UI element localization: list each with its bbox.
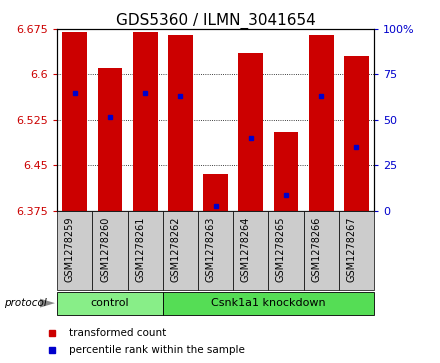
Bar: [168, 35, 193, 211]
Text: GSM1278263: GSM1278263: [205, 217, 216, 282]
Polygon shape: [40, 298, 55, 308]
Text: GSM1278265: GSM1278265: [276, 217, 286, 282]
Bar: [203, 174, 228, 211]
Bar: [163, 211, 198, 290]
Bar: [163, 292, 374, 314]
Text: GSM1278260: GSM1278260: [100, 217, 110, 282]
Bar: [62, 32, 87, 211]
Text: Csnk1a1 knockdown: Csnk1a1 knockdown: [211, 298, 326, 307]
Text: GSM1278261: GSM1278261: [135, 217, 145, 282]
Bar: [268, 211, 304, 290]
Bar: [98, 68, 122, 211]
Bar: [92, 211, 128, 290]
Text: transformed count: transformed count: [69, 328, 166, 338]
Bar: [339, 211, 374, 290]
Text: percentile rank within the sample: percentile rank within the sample: [69, 344, 245, 355]
Text: GSM1278264: GSM1278264: [241, 217, 251, 282]
Bar: [198, 211, 233, 290]
Bar: [238, 53, 263, 211]
Bar: [274, 132, 298, 211]
Text: GSM1278262: GSM1278262: [170, 217, 180, 282]
Bar: [304, 211, 339, 290]
Bar: [128, 211, 163, 290]
Bar: [57, 292, 163, 314]
Bar: [57, 211, 92, 290]
Title: GDS5360 / ILMN_3041654: GDS5360 / ILMN_3041654: [116, 13, 315, 29]
Text: protocol: protocol: [4, 298, 47, 308]
Bar: [344, 56, 369, 211]
Text: GSM1278267: GSM1278267: [346, 217, 356, 282]
Text: control: control: [91, 298, 129, 307]
Bar: [233, 211, 268, 290]
Bar: [133, 32, 158, 211]
Bar: [309, 35, 334, 211]
Text: GSM1278266: GSM1278266: [311, 217, 321, 282]
Text: GSM1278259: GSM1278259: [65, 217, 75, 282]
